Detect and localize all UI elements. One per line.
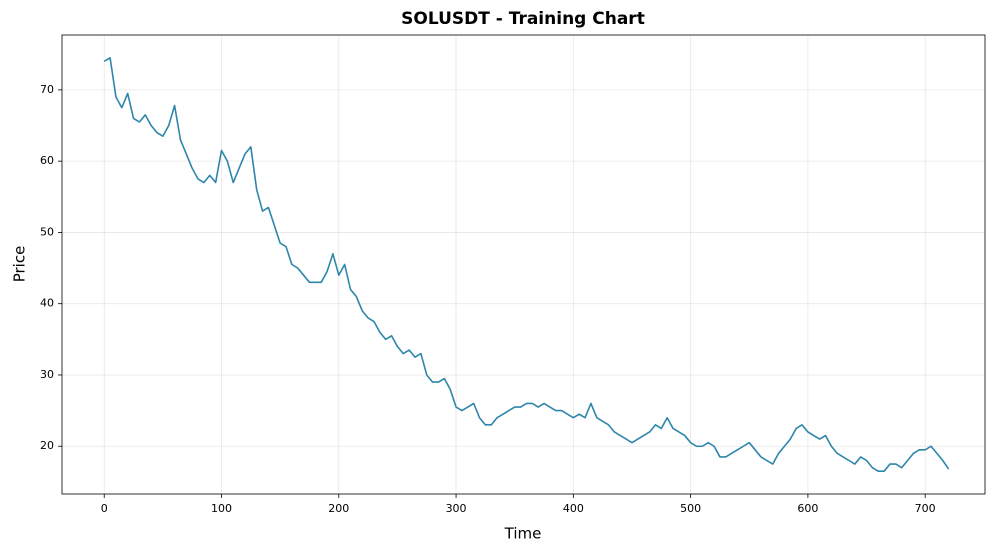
y-tick-label: 30 bbox=[40, 368, 54, 381]
x-tick-label: 700 bbox=[915, 502, 936, 515]
x-tick-label: 0 bbox=[101, 502, 108, 515]
x-tick-label: 200 bbox=[328, 502, 349, 515]
plot-frame bbox=[61, 34, 986, 495]
y-tick-label: 40 bbox=[40, 297, 54, 310]
chart-title: SOLUSDT - Training Chart bbox=[401, 9, 645, 29]
y-tick-label: 70 bbox=[40, 83, 54, 96]
x-axis-label: Time bbox=[504, 525, 542, 543]
price-line bbox=[103, 57, 950, 472]
x-tick-label: 400 bbox=[563, 502, 584, 515]
y-tick-label: 60 bbox=[40, 154, 54, 167]
x-tick-label: 300 bbox=[446, 502, 467, 515]
y-axis-label: Price bbox=[11, 246, 29, 283]
x-tick-label: 500 bbox=[680, 502, 701, 515]
y-tick-label: 20 bbox=[40, 439, 54, 452]
x-tick-label: 100 bbox=[211, 502, 232, 515]
y-tick-label: 50 bbox=[40, 225, 54, 238]
x-tick-label: 600 bbox=[797, 502, 818, 515]
